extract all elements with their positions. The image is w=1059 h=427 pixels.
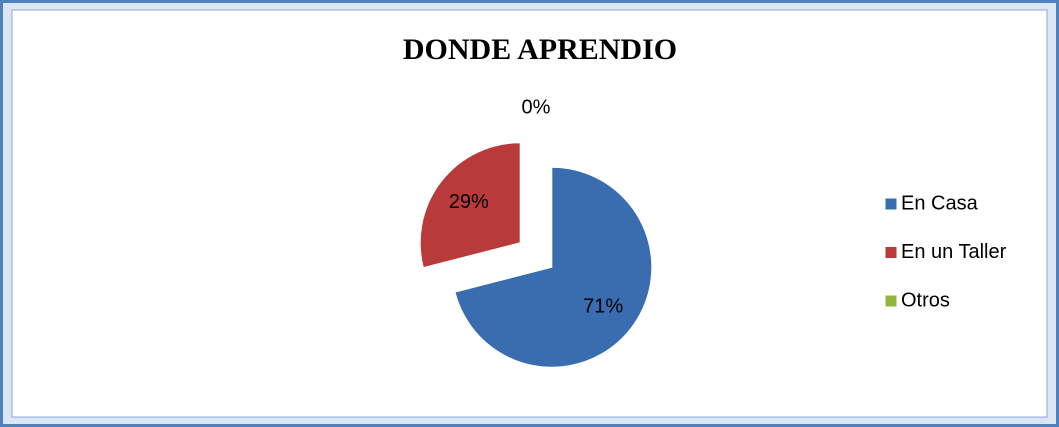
data-label: 29% — [449, 191, 489, 213]
data-label: 71% — [583, 295, 623, 317]
legend-label: En un Taller — [901, 241, 1007, 263]
chart-title: DONDE APRENDIO — [403, 33, 677, 66]
legend-swatch — [884, 246, 898, 259]
legend-label: Otros — [901, 289, 950, 311]
data-label: 0% — [522, 96, 551, 118]
legend-swatch — [884, 294, 898, 308]
pie-slice — [419, 142, 521, 269]
pie-slice — [454, 166, 653, 368]
legend-label: En Casa — [901, 192, 979, 214]
legend-swatch — [884, 197, 898, 211]
